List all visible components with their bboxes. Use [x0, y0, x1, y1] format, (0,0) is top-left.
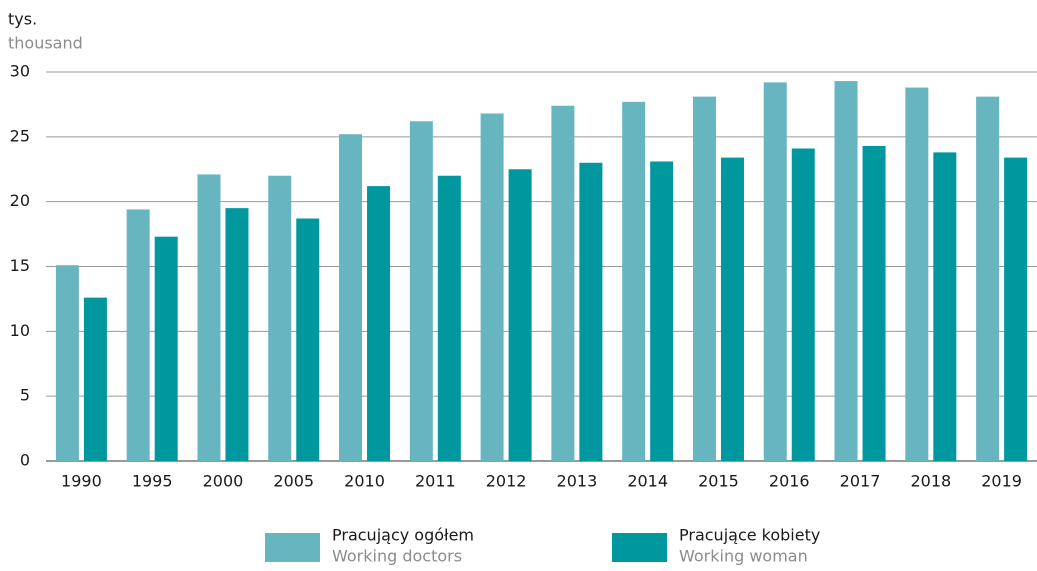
x-tick-label: 2000 — [203, 472, 244, 491]
x-tick-label: 2013 — [557, 472, 598, 491]
legend-label: Pracujący ogółem — [332, 526, 474, 545]
x-tick-label: 2016 — [769, 472, 810, 491]
x-tick-label: 2017 — [840, 472, 881, 491]
bar — [268, 175, 292, 461]
bar — [480, 113, 504, 461]
legend-label-en: Working woman — [679, 547, 808, 566]
bar — [622, 101, 646, 461]
bar — [83, 297, 107, 461]
legend-label: Pracujące kobiety — [679, 526, 820, 545]
y-tick-label: 30 — [10, 62, 30, 81]
bar — [508, 169, 532, 461]
legend-swatch — [612, 533, 667, 562]
y-tick-label: 15 — [10, 256, 30, 275]
bar — [692, 96, 716, 462]
bar — [763, 82, 787, 461]
bar — [55, 265, 79, 461]
x-tick-label: 2010 — [344, 472, 385, 491]
bar — [197, 174, 221, 462]
y-tick-label: 5 — [20, 386, 30, 405]
y-tick-label: 20 — [10, 191, 30, 210]
x-tick-label: 2019 — [981, 472, 1022, 491]
bar — [933, 152, 957, 462]
legend-swatch — [265, 533, 320, 562]
x-tick-label: 2014 — [627, 472, 668, 491]
bar — [367, 186, 391, 461]
bar — [720, 157, 744, 461]
bar — [296, 218, 320, 461]
y-tick-label: 10 — [10, 321, 30, 340]
x-tick-label: 2005 — [273, 472, 314, 491]
x-tick-label: 2015 — [698, 472, 739, 491]
bar — [409, 121, 433, 462]
x-tick-label: 1995 — [132, 472, 173, 491]
bar — [905, 87, 929, 461]
bar — [126, 209, 150, 461]
x-tick-label: 2018 — [910, 472, 951, 491]
legend-label-en: Working doctors — [332, 547, 462, 566]
y-tick-label: 25 — [10, 126, 30, 145]
bar — [437, 175, 461, 461]
bar — [862, 145, 886, 461]
y-axis-label-en: thousand — [8, 34, 83, 53]
bar — [579, 162, 603, 461]
bar — [1004, 157, 1028, 461]
bar — [976, 96, 1000, 462]
y-tick-label: 0 — [20, 451, 30, 470]
x-tick-label: 2011 — [415, 472, 456, 491]
bar — [791, 148, 815, 461]
bar — [225, 208, 249, 461]
bar — [339, 134, 363, 462]
y-axis-label: tys. — [8, 10, 37, 29]
bar — [551, 105, 575, 462]
x-tick-label: 2012 — [486, 472, 527, 491]
bar — [834, 81, 858, 462]
bar — [154, 236, 178, 461]
x-tick-label: 1990 — [61, 472, 102, 491]
bar — [650, 161, 674, 461]
